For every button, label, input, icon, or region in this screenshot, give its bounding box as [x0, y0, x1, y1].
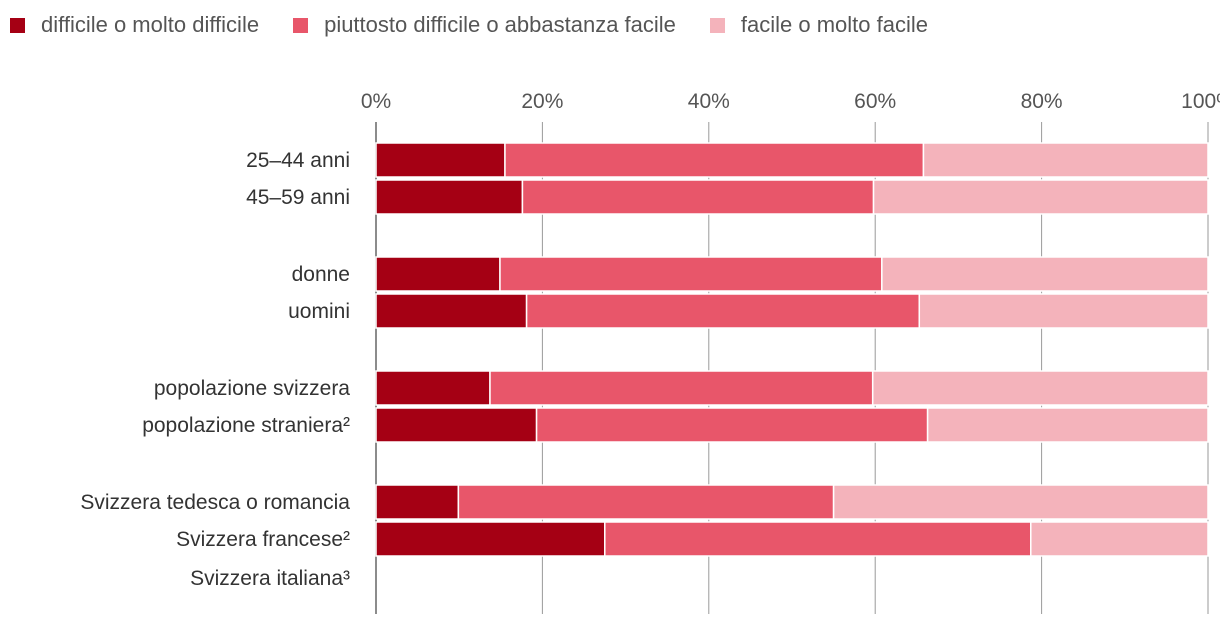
legend-swatch-difficult	[10, 17, 25, 33]
category-label-2: donne	[292, 263, 350, 286]
x-tick-label-60: 60%	[854, 90, 896, 113]
bar-segment-4-0	[375, 370, 491, 406]
x-tick-label-40: 40%	[688, 90, 730, 113]
category-label-4: popolazione svizzera	[154, 377, 350, 400]
bar-segment-7-2	[1030, 521, 1209, 557]
bar-segment-5-2	[926, 407, 1209, 443]
bar-segment-6-0	[375, 484, 460, 520]
bar-segment-4-2	[871, 370, 1209, 406]
legend-swatch-easy	[709, 17, 725, 33]
bar-segment-2-0	[375, 256, 501, 292]
category-label-3: uomini	[288, 300, 350, 323]
bar-segment-2-1	[499, 256, 883, 292]
category-label-1: 45–59 anni	[246, 186, 350, 209]
legend-item-medium: piuttosto difficile o abbastanza facile	[293, 12, 676, 38]
category-label-5: popolazione straniera²	[142, 414, 350, 437]
bar-segment-1-2	[872, 179, 1209, 215]
legend-item-easy: facile o molto facile	[709, 12, 928, 38]
x-tick-label-0: 0%	[361, 90, 391, 113]
bar-segment-0-1	[504, 142, 925, 178]
bar-segment-6-1	[457, 484, 835, 520]
category-label-7: Svizzera francese²	[176, 528, 350, 551]
x-tick-label-100: 100%	[1181, 90, 1220, 113]
bar-segment-0-2	[922, 142, 1209, 178]
bar-segment-7-0	[375, 521, 606, 557]
bar-segment-3-1	[525, 293, 921, 329]
bar-segment-3-2	[918, 293, 1209, 329]
bar-segment-2-2	[881, 256, 1209, 292]
bar-segment-0-0	[375, 142, 506, 178]
legend-label-medium: piuttosto difficile o abbastanza facile	[324, 12, 676, 37]
bar-segment-3-0	[375, 293, 528, 329]
x-tick-label-20: 20%	[521, 90, 563, 113]
bar-segment-5-0	[375, 407, 538, 443]
category-label-6: Svizzera tedesca o romancia	[80, 491, 350, 514]
bar-segment-1-0	[375, 179, 524, 215]
bar-segment-5-1	[535, 407, 929, 443]
bar-segment-4-1	[489, 370, 874, 406]
bar-segment-6-2	[832, 484, 1209, 520]
legend-item-difficult: difficile o molto difficile	[10, 12, 259, 38]
category-label-8: Svizzera italiana³	[190, 567, 350, 590]
x-tick-label-80: 80%	[1021, 90, 1063, 113]
legend-label-difficult: difficile o molto difficile	[41, 12, 260, 37]
legend: difficile o molto difficile piuttosto di…	[10, 12, 928, 38]
legend-label-easy: facile o molto facile	[740, 12, 928, 37]
bar-segment-1-1	[521, 179, 875, 215]
legend-swatch-medium	[293, 17, 309, 33]
category-label-0: 25–44 anni	[246, 149, 350, 172]
bar-segment-7-1	[604, 521, 1032, 557]
